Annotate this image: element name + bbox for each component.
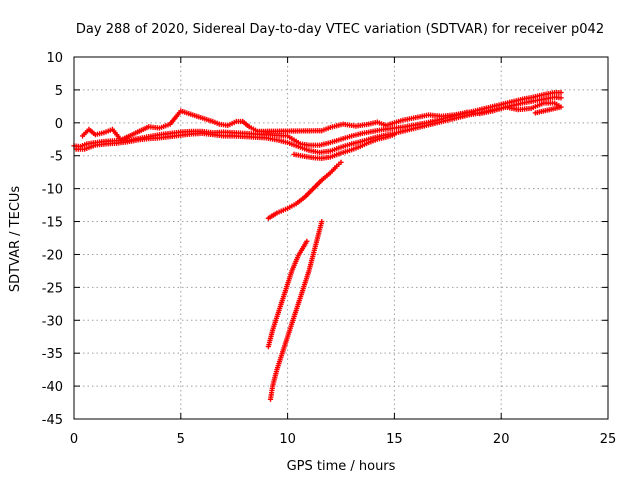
x-tick-label: 10 bbox=[279, 432, 296, 447]
y-tick-label: -20 bbox=[42, 248, 63, 263]
data-point bbox=[391, 132, 397, 138]
chart-title: Day 288 of 2020, Sidereal Day-to-day VTE… bbox=[76, 22, 604, 37]
data-point bbox=[532, 110, 538, 116]
series-7 bbox=[267, 218, 325, 402]
series-4 bbox=[291, 132, 397, 161]
series-3 bbox=[79, 100, 564, 143]
y-tick-label: -35 bbox=[42, 347, 63, 362]
series-2 bbox=[73, 94, 564, 156]
y-tick-label: -15 bbox=[42, 216, 63, 231]
data-point bbox=[558, 95, 564, 101]
x-tick-label: 5 bbox=[177, 432, 185, 447]
x-tick-label: 20 bbox=[493, 432, 510, 447]
data-point bbox=[338, 159, 344, 165]
data-point bbox=[304, 238, 310, 244]
x-tick-label: 15 bbox=[386, 432, 403, 447]
series-6 bbox=[265, 238, 310, 350]
plot-frame bbox=[73, 56, 609, 420]
x-axis-label: GPS time / hours bbox=[287, 459, 396, 474]
axes: 0 5 10 15 20 25 10 5 0 -5 -10 -15 -20 -25 -30 -35 -40 -45 bbox=[42, 51, 617, 447]
y-tick-label: 0 bbox=[55, 117, 63, 132]
y-tick-label: 10 bbox=[46, 51, 63, 66]
x-tick-label: 25 bbox=[600, 432, 617, 447]
y-tick-label: 5 bbox=[55, 84, 63, 99]
series-5 bbox=[265, 159, 344, 221]
data-point bbox=[558, 89, 564, 96]
y-tick-label: -25 bbox=[42, 281, 63, 296]
data-points bbox=[71, 89, 564, 402]
y-axis-label: SDTVAR / TECUs bbox=[8, 186, 23, 293]
y-tick-label: -45 bbox=[42, 413, 63, 428]
data-point bbox=[319, 218, 325, 225]
y-tick-label: -5 bbox=[50, 150, 63, 165]
y-tick-label: -10 bbox=[42, 183, 63, 198]
x-tick-label: 0 bbox=[70, 432, 78, 447]
y-tick-label: -30 bbox=[42, 314, 63, 329]
y-tick-label: -40 bbox=[42, 380, 63, 395]
